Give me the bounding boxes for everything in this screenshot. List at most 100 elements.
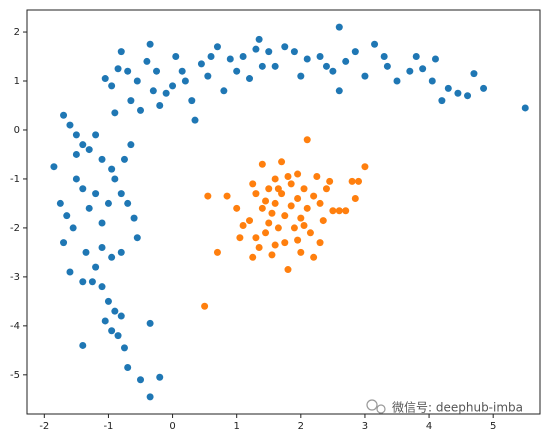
scatter-point [335, 87, 343, 95]
x-tick-label: 1 [234, 421, 240, 432]
scatter-point [303, 136, 311, 144]
scatter-point [204, 72, 212, 80]
scatter-point [258, 62, 266, 70]
scatter-point [56, 199, 64, 207]
scatter-point [351, 48, 359, 56]
plot-frame [26, 9, 541, 415]
scatter-point [169, 82, 177, 90]
scatter-point [72, 150, 80, 158]
scatter-point [69, 224, 77, 232]
scatter-point [188, 97, 196, 105]
scatter-point [393, 77, 401, 85]
watermark: 微信号: deephub-imba [366, 399, 523, 415]
scatter-point [281, 212, 289, 220]
y-tick-label: -4 [10, 321, 20, 332]
y-tick-label: -2 [10, 223, 20, 234]
scatter-point [124, 363, 132, 371]
scatter-point [252, 190, 260, 198]
scatter-point [88, 278, 96, 286]
scatter-point [268, 209, 276, 217]
scatter-point [79, 278, 87, 286]
scatter-point [262, 197, 270, 205]
scatter-point [98, 283, 106, 291]
scatter-point [146, 40, 154, 48]
scatter-point [60, 111, 68, 119]
scatter-point [351, 195, 359, 203]
scatter-point [303, 204, 311, 212]
watermark-icon [376, 404, 386, 414]
scatter-point [146, 319, 154, 327]
scatter-point [329, 67, 337, 75]
scatter-point [213, 43, 221, 51]
scatter-point [130, 214, 138, 222]
scatter-point [172, 53, 180, 61]
scatter-point [284, 172, 292, 180]
y-tick-label: -5 [10, 370, 20, 381]
scatter-point [271, 175, 279, 183]
scatter-point [294, 236, 302, 244]
scatter-point [79, 141, 87, 149]
scatter-point [383, 62, 391, 70]
scatter-point [156, 101, 164, 109]
scatter-point [322, 185, 330, 193]
scatter-point [111, 307, 119, 315]
scatter-point [156, 373, 164, 381]
watermark-icon [366, 399, 378, 411]
scatter-point [329, 207, 337, 215]
scatter-point [303, 55, 311, 63]
scatter-point [342, 57, 350, 65]
scatter-point [258, 160, 266, 168]
scatter-point [268, 251, 276, 259]
scatter-point [143, 57, 151, 65]
scatter-point [335, 23, 343, 31]
scatter-point [300, 221, 308, 229]
scatter-point [438, 97, 446, 105]
scatter-point [454, 89, 462, 97]
scatter-point [108, 253, 116, 261]
scatter-point [197, 60, 205, 68]
scatter-point [201, 302, 209, 310]
scatter-point [290, 48, 298, 56]
scatter-point [246, 217, 254, 225]
scatter-point [104, 297, 112, 305]
scatter-point [124, 199, 132, 207]
scatter-point [82, 248, 90, 256]
scatter-point [255, 244, 263, 252]
scatter-point [207, 53, 215, 61]
scatter-point [108, 165, 116, 173]
scatter-point [265, 219, 273, 227]
scatter-point [297, 214, 305, 222]
scatter-point [124, 67, 132, 75]
scatter-point [281, 239, 289, 247]
scatter-point [326, 177, 334, 185]
scatter-point [181, 77, 189, 85]
scatter-point [63, 212, 71, 220]
scatter-point [149, 87, 157, 95]
scatter-point [98, 244, 106, 252]
scatter-point [480, 84, 488, 92]
scatter-point [294, 195, 302, 203]
scatter-point [419, 65, 427, 73]
scatter-point [191, 116, 199, 124]
y-tick-label: 0 [14, 125, 20, 136]
scatter-point [271, 62, 279, 70]
scatter-point [162, 89, 170, 97]
scatter-point [236, 234, 244, 242]
scatter-point [464, 92, 472, 100]
scatter-point [137, 376, 145, 384]
scatter-point [262, 229, 270, 237]
scatter-point [114, 332, 122, 340]
scatter-point [278, 158, 286, 166]
scatter-point [431, 55, 439, 63]
scatter-point [220, 87, 228, 95]
scatter-point [371, 40, 379, 48]
scatter-point [306, 229, 314, 237]
scatter-point [265, 185, 273, 193]
scatter-point [146, 393, 154, 401]
scatter-point [204, 192, 212, 200]
x-tick-label: 3 [362, 421, 368, 432]
scatter-point [120, 155, 128, 163]
scatter-point [98, 155, 106, 163]
scatter-point [133, 77, 141, 85]
scatter-point [66, 268, 74, 276]
